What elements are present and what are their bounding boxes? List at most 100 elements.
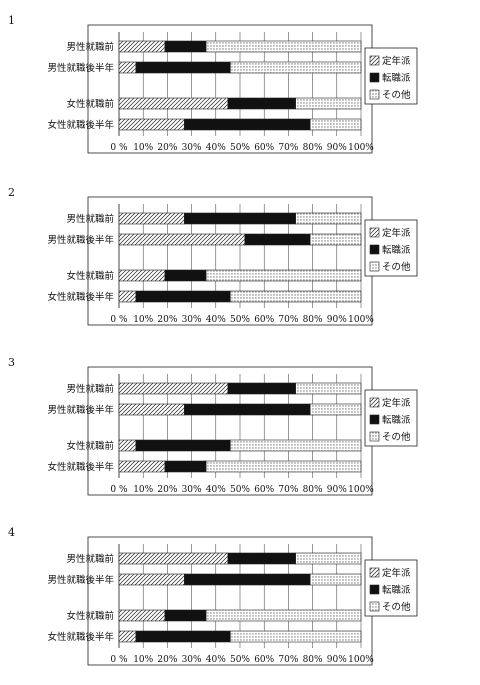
bar-segment-tenshoku: [135, 630, 231, 643]
category-label: 男性就職前: [66, 553, 114, 565]
x-tick-label: 60%: [254, 485, 274, 495]
x-tick-label: 90%: [327, 315, 347, 325]
category-label: 女性就職後半年: [47, 119, 114, 131]
legend-swatch-sonota: [369, 89, 380, 100]
x-tick-label: 60%: [254, 143, 274, 153]
x-tick-label: 30%: [182, 485, 202, 495]
x-tick-label: 80%: [303, 143, 323, 153]
bar-segment-sonota: [230, 61, 362, 74]
legend-label: 転職派: [382, 73, 411, 84]
bar-segment-sonota: [295, 212, 362, 225]
legend-swatch-teinen: [369, 55, 380, 66]
x-tick-label: 20%: [157, 485, 177, 495]
legend-swatch-tenshoku: [369, 414, 380, 425]
chart-number: 1: [8, 14, 15, 27]
x-tick-label: 90%: [327, 485, 347, 495]
x-tick-label: 70%: [278, 485, 298, 495]
x-tick-label: 10%: [133, 485, 153, 495]
x-tick-label: 10%: [133, 143, 153, 153]
x-tick-label: 40%: [206, 485, 226, 495]
x-tick-label: 50%: [230, 315, 250, 325]
x-tick-label: 60%: [254, 655, 274, 665]
bar-segment-teinen: [118, 290, 137, 303]
bar-segment-sonota: [230, 630, 362, 643]
x-tick-label: 100%: [348, 315, 374, 325]
bar-segment-tenshoku: [227, 382, 296, 395]
bar-segment-teinen: [118, 97, 229, 110]
bar-segment-sonota: [205, 40, 362, 53]
legend-label: 転職派: [382, 245, 411, 256]
x-tick-label: 100%: [348, 143, 374, 153]
bar-segment-tenshoku: [135, 439, 231, 452]
x-tick-label: 70%: [278, 315, 298, 325]
bar-segment-teinen: [118, 460, 166, 473]
category-label: 女性就職後半年: [47, 461, 114, 473]
bar-segment-tenshoku: [164, 460, 207, 473]
x-tick-label: 40%: [206, 143, 226, 153]
bar-segment-teinen: [118, 609, 166, 622]
bar-segment-teinen: [118, 118, 185, 131]
bar-segment-teinen: [118, 61, 137, 74]
bar-segment-tenshoku: [227, 97, 296, 110]
bar-segment-sonota: [309, 233, 362, 246]
category-label: 女性就職前: [66, 270, 114, 282]
bar-segment-sonota: [230, 439, 362, 452]
bar-segment-tenshoku: [184, 118, 311, 131]
legend-label: 転職派: [382, 585, 411, 596]
legend-swatch-sonota: [369, 261, 380, 272]
category-label: 男性就職後半年: [47, 234, 114, 246]
x-tick-label: 0 %: [110, 485, 128, 495]
legend-label: 定年派: [382, 227, 411, 239]
bar-segment-teinen: [118, 573, 185, 586]
x-tick-label: 80%: [303, 315, 323, 325]
bar-segment-sonota: [230, 290, 362, 303]
bar-segment-tenshoku: [164, 609, 207, 622]
chart-panel: 1 0 % 10% 20% 30% 40% 50% 60% 70% 80% 90% 100% 男性就職前…: [8, 14, 418, 154]
charts-root: 10 % 10% 20% 30% 40% 50% 60% 70% 80% 90% 100%男性就職前…: [8, 14, 418, 666]
bar-segment-tenshoku: [184, 403, 311, 416]
x-tick-label: 90%: [327, 655, 347, 665]
x-tick-label: 80%: [303, 485, 323, 495]
bar-segment-sonota: [205, 460, 362, 473]
bar-segment-sonota: [295, 382, 362, 395]
bar-segment-sonota: [309, 118, 362, 131]
bar-segment-sonota: [205, 269, 362, 282]
bar-segment-tenshoku: [135, 61, 231, 74]
bar-segment-tenshoku: [244, 233, 311, 246]
bar-segment-sonota: [309, 573, 362, 586]
category-label: 女性就職後半年: [47, 291, 114, 303]
chart-number: 4: [8, 526, 15, 539]
x-tick-label: 0 %: [110, 315, 128, 325]
x-tick-label: 30%: [182, 315, 202, 325]
legend-label: 定年派: [382, 567, 411, 579]
x-tick-label: 70%: [278, 143, 298, 153]
chart-number: 3: [8, 356, 15, 369]
category-label: 男性就職後半年: [47, 574, 114, 586]
bar-segment-tenshoku: [184, 573, 311, 586]
legend-swatch-tenshoku: [369, 584, 380, 595]
x-tick-label: 50%: [230, 485, 250, 495]
category-label: 男性就職前: [66, 213, 114, 225]
legend-label: その他: [382, 261, 411, 273]
x-tick-label: 100%: [348, 655, 374, 665]
bar-segment-sonota: [295, 552, 362, 565]
x-tick-label: 20%: [157, 143, 177, 153]
x-tick-label: 40%: [206, 315, 226, 325]
legend-label: 定年派: [382, 397, 411, 409]
x-tick-label: 90%: [327, 143, 347, 153]
legend-swatch-tenshoku: [369, 244, 380, 255]
bar-segment-tenshoku: [227, 552, 296, 565]
legend-label: その他: [382, 89, 411, 101]
bar-segment-sonota: [295, 97, 362, 110]
category-label: 男性就職後半年: [47, 62, 114, 74]
legend-label: 転職派: [382, 415, 411, 426]
category-label: 女性就職前: [66, 440, 114, 452]
x-tick-label: 20%: [157, 315, 177, 325]
bar-segment-sonota: [309, 403, 362, 416]
category-label: 男性就職前: [66, 383, 114, 395]
x-tick-label: 70%: [278, 655, 298, 665]
x-tick-label: 80%: [303, 655, 323, 665]
chart-panel: 3 0 % 10% 20% 30% 40% 50% 60% 70% 80% 90% 100% 男性就職前…: [8, 356, 418, 496]
legend-label: その他: [382, 601, 411, 613]
bar-segment-tenshoku: [164, 269, 207, 282]
